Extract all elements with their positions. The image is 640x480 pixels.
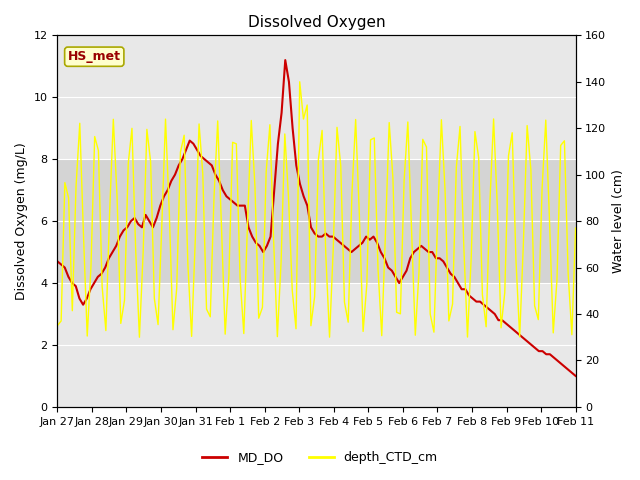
- Bar: [58, 159, 575, 283]
- Title: Dissolved Oxygen: Dissolved Oxygen: [248, 15, 385, 30]
- Legend: MD_DO, depth_CTD_cm: MD_DO, depth_CTD_cm: [197, 446, 443, 469]
- Y-axis label: Dissolved Oxygen (mg/L): Dissolved Oxygen (mg/L): [15, 142, 28, 300]
- Text: HS_met: HS_met: [68, 50, 121, 63]
- Y-axis label: Water level (cm): Water level (cm): [612, 169, 625, 273]
